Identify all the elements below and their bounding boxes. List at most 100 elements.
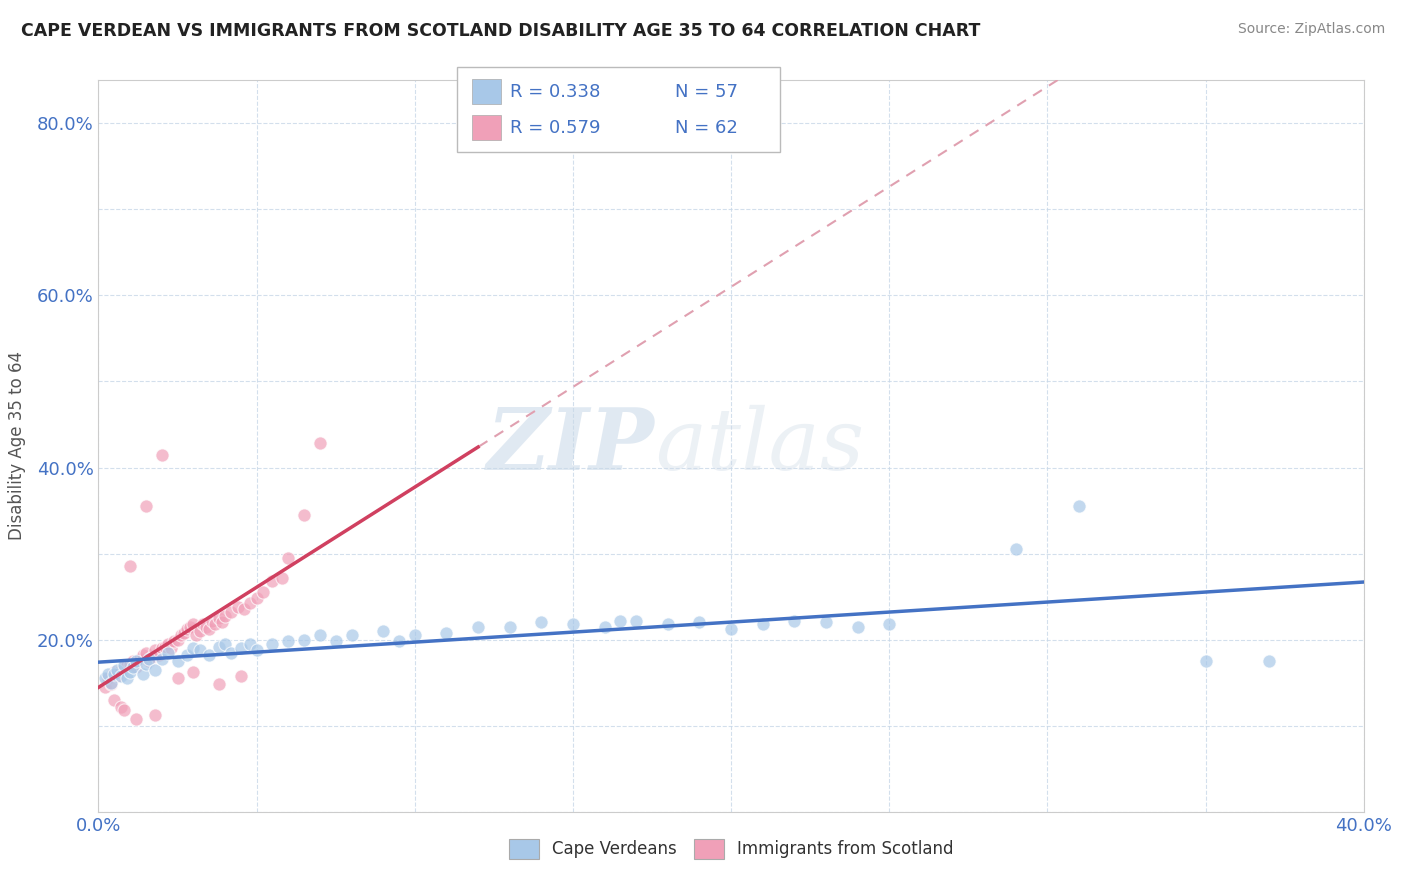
Point	[194, 620, 218, 634]
Point	[340, 628, 363, 642]
Point	[1257, 654, 1279, 668]
Point	[115, 658, 138, 673]
Text: N = 57: N = 57	[675, 83, 738, 101]
Point	[176, 648, 198, 662]
Text: R = 0.579: R = 0.579	[510, 119, 600, 136]
Point	[107, 663, 129, 677]
Point	[191, 617, 214, 632]
Point	[179, 620, 201, 634]
Point	[183, 617, 205, 632]
Point	[226, 599, 249, 614]
Point	[877, 617, 900, 632]
Point	[157, 646, 180, 660]
Point	[239, 597, 262, 611]
Point	[239, 637, 262, 651]
Point	[292, 508, 315, 522]
Point	[229, 669, 252, 683]
Point	[1067, 500, 1090, 514]
Point	[783, 614, 806, 628]
Point	[103, 667, 125, 681]
Text: N = 62: N = 62	[675, 119, 738, 136]
Point	[138, 654, 160, 668]
Point	[150, 448, 173, 462]
Text: ZIP: ZIP	[488, 404, 655, 488]
Point	[208, 611, 231, 625]
Point	[208, 640, 231, 654]
Point	[198, 622, 221, 636]
Point	[371, 624, 394, 638]
Point	[125, 712, 148, 726]
Point	[169, 628, 191, 642]
Point	[150, 651, 173, 665]
Point	[498, 620, 520, 634]
Point	[97, 671, 120, 685]
Text: CAPE VERDEAN VS IMMIGRANTS FROM SCOTLAND DISABILITY AGE 35 TO 64 CORRELATION CHA: CAPE VERDEAN VS IMMIGRANTS FROM SCOTLAND…	[21, 22, 980, 40]
Point	[309, 436, 332, 450]
Point	[252, 585, 274, 599]
Point	[325, 634, 347, 648]
Point	[1004, 542, 1026, 557]
Point	[166, 632, 188, 647]
Point	[166, 654, 188, 668]
Point	[112, 703, 135, 717]
Point	[132, 667, 155, 681]
Point	[157, 637, 180, 651]
Legend: Cape Verdeans, Immigrants from Scotland: Cape Verdeans, Immigrants from Scotland	[502, 832, 960, 865]
Point	[262, 637, 284, 651]
Point	[530, 615, 553, 630]
Y-axis label: Disability Age 35 to 64: Disability Age 35 to 64	[7, 351, 25, 541]
Point	[138, 651, 160, 665]
Point	[125, 654, 148, 668]
Point	[404, 628, 426, 642]
Point	[145, 708, 166, 723]
Point	[145, 663, 166, 677]
Point	[688, 615, 710, 630]
Point	[150, 641, 173, 656]
Point	[183, 665, 205, 680]
Point	[388, 634, 411, 648]
Point	[246, 643, 269, 657]
Point	[183, 641, 205, 656]
Point	[309, 628, 332, 642]
Point	[609, 614, 631, 628]
Point	[135, 657, 157, 671]
Point	[115, 671, 138, 685]
Point	[103, 693, 125, 707]
Point	[100, 675, 122, 690]
Point	[751, 617, 773, 632]
Point	[214, 608, 236, 623]
Point	[110, 663, 132, 677]
Point	[135, 500, 157, 514]
Point	[277, 634, 299, 648]
Point	[467, 620, 489, 634]
Point	[122, 654, 145, 668]
Text: atlas: atlas	[655, 405, 865, 487]
Point	[814, 615, 837, 630]
Point	[135, 646, 157, 660]
Point	[246, 591, 269, 606]
Point	[107, 669, 129, 683]
Point	[593, 620, 616, 634]
Point	[100, 677, 122, 691]
Point	[153, 640, 176, 654]
Point	[846, 620, 869, 634]
Point	[110, 669, 132, 683]
Point	[166, 671, 188, 685]
Point	[97, 667, 120, 681]
Point	[211, 615, 233, 630]
Point	[128, 651, 150, 665]
Point	[120, 657, 141, 671]
Point	[93, 671, 117, 685]
Point	[219, 646, 243, 660]
Point	[145, 643, 166, 657]
Point	[141, 649, 163, 664]
Point	[125, 660, 148, 674]
Point	[120, 559, 141, 574]
Point	[1194, 654, 1216, 668]
Point	[176, 622, 198, 636]
Point	[103, 665, 125, 680]
Point	[110, 699, 132, 714]
Point	[233, 602, 256, 616]
Point	[201, 614, 224, 628]
Text: Source: ZipAtlas.com: Source: ZipAtlas.com	[1237, 22, 1385, 37]
